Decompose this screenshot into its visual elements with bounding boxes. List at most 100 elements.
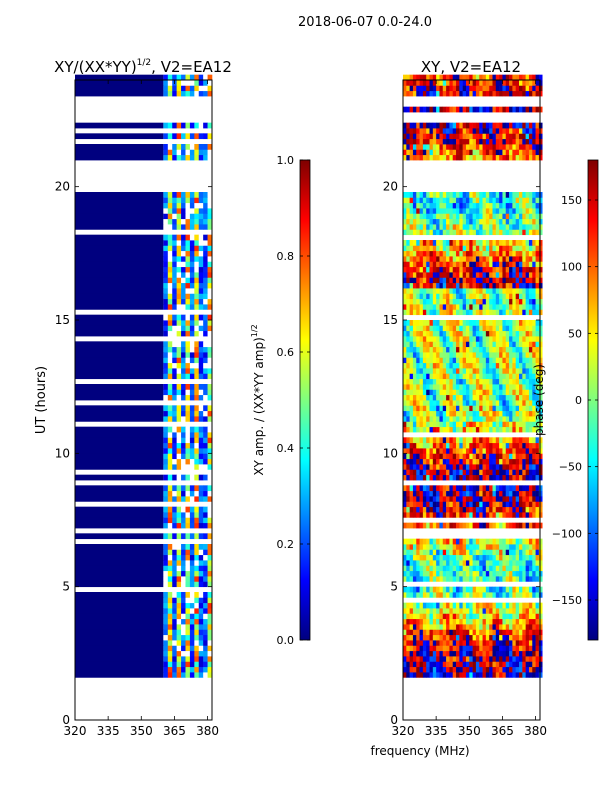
heatmap-cell	[403, 512, 407, 518]
heatmap-cell	[419, 474, 424, 481]
heatmap-cell	[449, 506, 454, 513]
heatmap-cell	[469, 282, 473, 289]
heatmap-cell	[492, 384, 497, 390]
heatmap-cell	[416, 309, 420, 316]
heatmap-cell	[446, 240, 450, 246]
heatmap-cell	[406, 384, 410, 390]
heatmap-cell	[489, 410, 493, 417]
heatmap-cell	[194, 352, 200, 358]
heatmap-cell	[538, 362, 543, 369]
heatmap-cell	[189, 512, 195, 518]
heatmap-cell	[406, 330, 410, 337]
heatmap-cell	[522, 586, 526, 593]
heatmap-cell	[419, 426, 424, 433]
heatmap-cell	[207, 234, 213, 241]
heatmap-cell	[442, 458, 447, 465]
heatmap-cell	[452, 378, 457, 385]
heatmap-cell	[509, 570, 513, 577]
heatmap-cell	[172, 608, 177, 614]
heatmap-cell	[485, 266, 490, 273]
heatmap-cell	[452, 341, 457, 348]
heatmap-cell	[189, 122, 195, 129]
heatmap-cell	[512, 442, 516, 449]
heatmap-cell	[207, 282, 213, 289]
heatmap-cell	[465, 426, 470, 433]
heatmap-cell	[207, 272, 213, 278]
heatmap-cell	[442, 672, 447, 678]
heatmap-cell	[181, 293, 186, 300]
heatmap-cell	[167, 506, 173, 513]
heatmap-cell	[472, 394, 477, 401]
heatmap-cell	[462, 256, 467, 262]
heatmap-cell	[449, 464, 454, 470]
heatmap-cell	[452, 122, 457, 129]
heatmap-cell	[452, 405, 457, 412]
heatmap-cell	[495, 469, 500, 476]
heatmap-cell	[519, 133, 523, 140]
heatmap-row-flat	[75, 560, 164, 566]
heatmap-cell	[432, 464, 437, 470]
heatmap-cell	[519, 304, 523, 310]
heatmap-cell	[207, 154, 213, 161]
heatmap-cell	[432, 122, 437, 129]
heatmap-cell	[163, 368, 169, 374]
heatmap-cell	[538, 133, 543, 140]
heatmap-cell	[528, 288, 533, 294]
heatmap-cell	[419, 496, 424, 502]
heatmap-cell	[419, 576, 424, 582]
heatmap-cell	[509, 378, 513, 385]
heatmap-cell	[416, 629, 420, 636]
heatmap-cell	[167, 80, 173, 86]
heatmap-cell	[203, 320, 208, 326]
heatmap-cell	[522, 272, 526, 278]
heatmap-cell	[538, 453, 543, 460]
heatmap-cell	[449, 362, 454, 369]
heatmap-cell	[409, 506, 414, 513]
heatmap-cell	[472, 138, 477, 145]
heatmap-cell	[472, 304, 477, 310]
heatmap-cell	[442, 512, 447, 518]
heatmap-cell	[519, 202, 523, 209]
heatmap-cell	[452, 240, 457, 246]
heatmap-cell	[492, 576, 497, 582]
heatmap-cell	[409, 613, 414, 620]
heatmap-cell	[456, 80, 460, 86]
heatmap-cell	[532, 618, 536, 625]
heatmap-cell	[446, 650, 450, 657]
heatmap-cell	[522, 613, 526, 620]
heatmap-cell	[194, 640, 200, 646]
heatmap-cell	[479, 570, 483, 577]
heatmap-cell	[489, 576, 493, 582]
heatmap-cell	[472, 368, 477, 374]
heatmap-cell	[519, 512, 523, 518]
heatmap-cell	[412, 506, 417, 513]
heatmap-cell	[472, 538, 477, 545]
heatmap-cell	[409, 197, 414, 204]
heatmap-cell	[189, 544, 195, 550]
heatmap-cell	[528, 549, 533, 556]
heatmap-cell	[194, 320, 200, 326]
heatmap-cell	[535, 218, 540, 225]
heatmap-cell	[462, 661, 467, 668]
heatmap-cell	[449, 544, 454, 550]
heatmap-cell	[449, 656, 454, 662]
heatmap-cell	[419, 192, 424, 198]
heatmap-cell	[512, 133, 516, 140]
heatmap-cell	[163, 122, 169, 129]
heatmap-cell	[422, 298, 427, 305]
heatmap-cell	[403, 650, 407, 657]
heatmap-cell	[429, 618, 434, 625]
heatmap-cell	[439, 650, 444, 657]
heatmap-cell	[439, 448, 444, 454]
heatmap-cell	[452, 416, 457, 422]
heatmap-cell	[436, 293, 440, 300]
heatmap-cell	[409, 240, 414, 246]
heatmap-cell	[419, 266, 424, 273]
heatmap-cell	[485, 368, 490, 374]
heatmap-cell	[515, 512, 520, 518]
heatmap-cell	[456, 570, 460, 577]
heatmap-cell	[181, 512, 186, 518]
heatmap-cell	[176, 640, 182, 646]
heatmap-cell	[452, 634, 457, 641]
heatmap-cell	[532, 448, 536, 454]
